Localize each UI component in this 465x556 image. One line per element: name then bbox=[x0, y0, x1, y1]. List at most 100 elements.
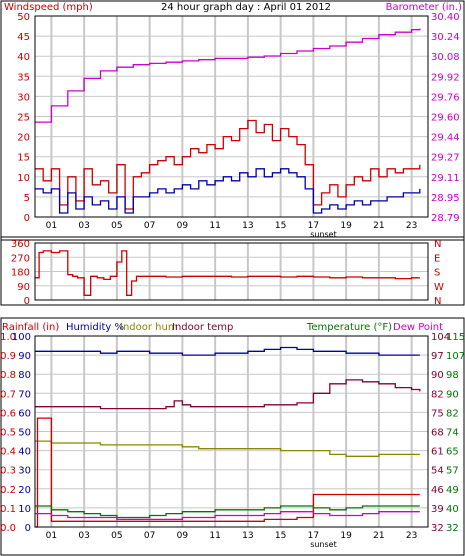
x-tick-label: 09 bbox=[177, 531, 189, 541]
panel-3-plot-frame bbox=[34, 335, 429, 528]
x-tick-label: 05 bbox=[111, 221, 122, 231]
x-tick-label: 03 bbox=[78, 531, 89, 541]
y-tick-label-right: 28.95 bbox=[431, 193, 460, 204]
y-tick-label: 50 bbox=[18, 428, 31, 439]
y-tick-label-right: 30.40 bbox=[431, 12, 460, 23]
humidity-temperature-panel: Rainfall (in) Humidity % Indoor hum Indo… bbox=[0, 317, 465, 556]
y-tick-label-right: W bbox=[434, 282, 444, 293]
wind-direction-panel: 0 N 90 W 180 S 270 E 360 N bbox=[0, 236, 465, 307]
sunset-label: sunset bbox=[310, 230, 337, 239]
wind-barometer-panel: Windspeed (mph) 24 hour graph day : Apri… bbox=[0, 0, 465, 241]
x-tick-label: 03 bbox=[78, 221, 89, 231]
x-tick-label: 19 bbox=[340, 221, 352, 231]
chart-title: 24 hour graph day : April 01 2012 bbox=[161, 2, 331, 13]
y-tick-label: 0.2 bbox=[0, 485, 16, 496]
y-tick-label-right: 29.44 bbox=[431, 133, 460, 144]
x-tick-label: 23 bbox=[406, 531, 417, 541]
series-line-green bbox=[35, 505, 420, 519]
panel-2-ticks: 0 N 90 W 180 S 270 E 360 N bbox=[11, 239, 444, 307]
y-tick-label-right: 75 bbox=[431, 408, 444, 419]
series-line-maroon bbox=[35, 379, 421, 410]
y-tick-label: 15 bbox=[17, 153, 30, 164]
y-tick-label-right: 97 bbox=[431, 351, 444, 362]
y-tick-label: 0.5 bbox=[0, 428, 16, 439]
y-tick-label: 60 bbox=[18, 408, 31, 419]
y-tick-label-right: 74 bbox=[446, 428, 459, 439]
x-tick-label: 09 bbox=[177, 221, 189, 231]
y-tick-label: 0.0 bbox=[0, 523, 16, 534]
y-tick-label: 0 bbox=[25, 523, 31, 534]
panel-3-ticks: 0.0 0 32 320.1 10 39 400.2 20 46 490.3 30 54 570.4 40… bbox=[0, 332, 465, 549]
windspeed-axis-label: Windspeed (mph) bbox=[4, 2, 93, 13]
y-tick-label-right: 49 bbox=[446, 485, 459, 496]
y-tick-label-right: S bbox=[434, 268, 440, 279]
x-tick-label: 07 bbox=[144, 221, 155, 231]
y-tick-label-right: N bbox=[434, 296, 441, 307]
y-tick-label: 100 bbox=[12, 332, 31, 343]
x-tick-label: 17 bbox=[308, 531, 319, 541]
y-tick-label-right: 54 bbox=[431, 466, 444, 477]
panel-2-plot-frame bbox=[34, 242, 429, 301]
y-tick-label-right: 104 bbox=[431, 332, 450, 343]
y-tick-label-right: 61 bbox=[431, 447, 444, 458]
y-tick-label-right: 32 bbox=[446, 523, 459, 534]
y-tick-label-right: 40 bbox=[446, 504, 459, 515]
y-tick-label: 20 bbox=[18, 485, 31, 496]
y-tick-label-right: 30.08 bbox=[431, 52, 460, 63]
panel-3-series bbox=[35, 346, 421, 528]
indoor-temp-label: Indoor temp bbox=[172, 322, 233, 333]
y-tick-label-right: 39 bbox=[431, 504, 444, 515]
y-tick-label: 360 bbox=[11, 239, 30, 250]
y-tick-label-right: 115 bbox=[446, 332, 465, 343]
y-tick-label-right: 32 bbox=[431, 523, 444, 534]
y-tick-label: 1.0 bbox=[0, 332, 16, 343]
y-tick-label: 0.6 bbox=[0, 408, 16, 419]
x-tick-label: 21 bbox=[373, 531, 384, 541]
y-tick-label: 0 bbox=[24, 296, 30, 307]
x-tick-label: 21 bbox=[373, 221, 384, 231]
y-tick-label: 20 bbox=[17, 133, 30, 144]
y-tick-label-right: 65 bbox=[446, 447, 459, 458]
y-tick-label: 35 bbox=[17, 72, 30, 83]
y-tick-label: 270 bbox=[11, 253, 30, 264]
x-tick-label: 05 bbox=[111, 531, 122, 541]
rainfall-axis-label: Rainfall (in) bbox=[2, 322, 59, 333]
series-line-blue bbox=[35, 168, 421, 214]
y-tick-label: 10 bbox=[17, 173, 30, 184]
series-line-red bbox=[35, 417, 420, 528]
x-tick-label: 11 bbox=[209, 531, 220, 541]
indoor-hum-label: Indoor hum bbox=[120, 322, 178, 333]
sunset-label: sunset bbox=[310, 540, 337, 549]
x-tick-label: 23 bbox=[406, 221, 417, 231]
y-tick-label-right: 29.60 bbox=[431, 113, 460, 124]
x-tick-label: 11 bbox=[209, 221, 220, 231]
y-tick-label-right: 29.92 bbox=[431, 72, 460, 83]
y-tick-label-right: 107 bbox=[446, 351, 465, 362]
x-tick-label: 15 bbox=[275, 221, 286, 231]
temperature-axis-label: Temperature (°F) bbox=[306, 322, 392, 333]
y-tick-label-right: 90 bbox=[431, 370, 444, 381]
y-tick-label: 0.1 bbox=[0, 504, 16, 515]
y-tick-label: 80 bbox=[18, 370, 31, 381]
panel-1-frame bbox=[0, 0, 465, 241]
y-tick-label: 5 bbox=[24, 193, 30, 204]
series-line-red bbox=[35, 119, 421, 210]
humidity-axis-label: Humidity % bbox=[66, 322, 124, 333]
panel-2-grid bbox=[35, 243, 428, 300]
y-tick-label-right: 29.11 bbox=[431, 173, 460, 184]
y-tick-label: 90 bbox=[17, 282, 30, 293]
y-tick-label: 0.8 bbox=[0, 370, 16, 381]
panel-3-frame bbox=[0, 317, 465, 556]
y-tick-label: 50 bbox=[17, 12, 30, 23]
series-line-magenta bbox=[35, 511, 420, 521]
x-tick-label: 01 bbox=[46, 221, 57, 231]
panel-2-series bbox=[35, 250, 420, 296]
y-tick-label-right: 29.27 bbox=[431, 153, 460, 164]
x-tick-label: 19 bbox=[340, 531, 352, 541]
x-tick-label: 17 bbox=[308, 221, 319, 231]
y-tick-label: 180 bbox=[11, 268, 30, 279]
panel-1-series bbox=[35, 28, 421, 214]
x-tick-label: 01 bbox=[46, 531, 57, 541]
y-tick-label-right: 29.76 bbox=[431, 92, 460, 103]
y-tick-label: 40 bbox=[17, 52, 30, 63]
